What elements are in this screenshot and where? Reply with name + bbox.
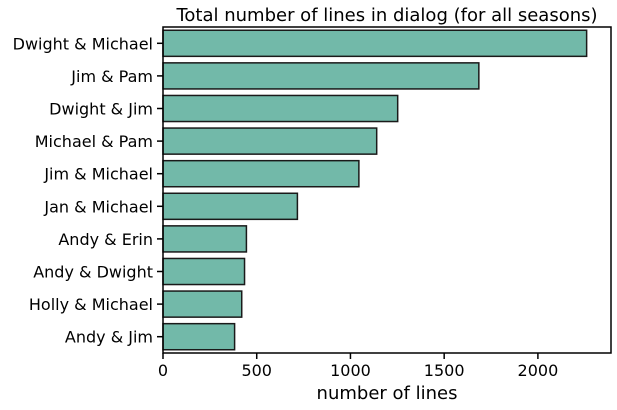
x-tick-label: 1000 <box>330 361 371 380</box>
y-tick-label: Holly & Michael <box>29 295 153 314</box>
bar <box>162 225 248 253</box>
chart-title: Total number of lines in dialog (for all… <box>175 5 597 26</box>
y-tick-label: Andy & Dwight <box>33 263 153 282</box>
x-axis-ticks: 0 500 1000 1500 2000 <box>158 353 558 380</box>
bars-group <box>162 29 588 351</box>
x-axis-label: number of lines <box>317 383 458 404</box>
bar <box>162 62 480 90</box>
bar <box>162 127 378 155</box>
y-tick-label: Dwight & Jim <box>49 100 153 119</box>
x-tick-label: 2000 <box>518 361 559 380</box>
y-tick-label: Michael & Pam <box>35 132 153 151</box>
bar <box>162 322 236 351</box>
y-tick-label: Dwight & Michael <box>13 34 153 53</box>
bar <box>162 257 246 286</box>
plot-frame <box>162 26 612 354</box>
bar <box>162 290 243 318</box>
bar <box>162 94 399 123</box>
x-tick-label: 1500 <box>424 361 465 380</box>
y-tick-label: Jim & Pam <box>70 67 153 86</box>
x-tick-label: 500 <box>241 361 272 380</box>
y-tick-label: Jim & Michael <box>43 165 153 184</box>
y-tick-label: Andy & Erin <box>58 230 153 249</box>
y-tick-label: Jan & Michael <box>43 197 153 216</box>
bar <box>162 29 588 58</box>
y-tick-label: Andy & Jim <box>65 328 153 347</box>
x-tick-label: 0 <box>158 361 168 380</box>
bar <box>162 159 360 188</box>
y-axis-ticks: Dwight & Michael Jim & Pam Dwight & Jim Mic… <box>13 34 163 347</box>
bar <box>162 192 299 221</box>
